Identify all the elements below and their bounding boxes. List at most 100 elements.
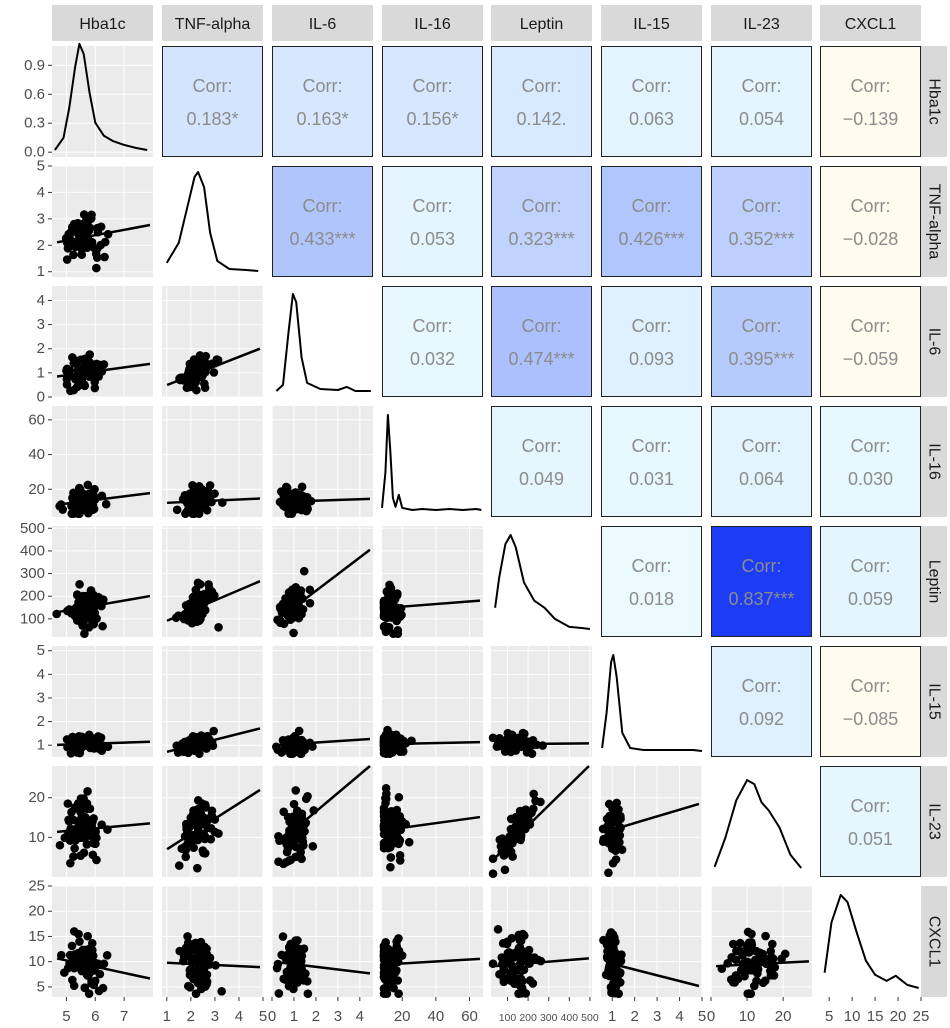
x-tick-label: 5: [698, 1008, 706, 1025]
scatter-point: [391, 829, 401, 839]
scatter-point: [395, 856, 405, 865]
scatter-point: [302, 506, 311, 516]
regression-line: [495, 765, 590, 858]
scatter-point: [519, 965, 529, 975]
correlation-label: Corr:: [522, 436, 562, 456]
panel-background: [52, 886, 153, 997]
density-curve: [494, 534, 591, 630]
scatter-point: [516, 974, 526, 984]
scatter-point: [528, 979, 538, 988]
scatter-point: [194, 580, 203, 589]
x-tick-label: 0: [707, 1008, 715, 1025]
scatter-point: [299, 944, 309, 954]
correlation-cell: [601, 406, 702, 517]
scatter-point: [506, 976, 516, 985]
scatter-point: [274, 831, 283, 841]
regression-line: [605, 802, 700, 833]
row-header-strip: [921, 526, 947, 637]
scatter-point: [82, 591, 92, 601]
regression-line: [56, 957, 151, 980]
scatter-point: [744, 938, 754, 947]
correlation-value: 0.032: [410, 349, 455, 369]
correlation-cell: [272, 166, 373, 277]
correlation-label: Corr:: [742, 556, 782, 576]
correlation-cell: [711, 406, 812, 517]
scatter-point: [200, 383, 210, 393]
regression-line: [166, 961, 261, 969]
correlation-cell: [382, 166, 483, 277]
regression-line: [277, 497, 371, 504]
scatter-point: [75, 580, 84, 589]
y-tick-label: 20: [28, 481, 45, 498]
scatter-point: [387, 730, 396, 740]
scatter-point: [92, 263, 101, 273]
row-header-label: TNF-alpha: [926, 184, 943, 260]
scatter-point: [80, 629, 89, 638]
scatter-point: [728, 978, 738, 987]
scatter-point: [604, 835, 613, 845]
scatter-point: [518, 728, 528, 738]
scatter-point: [180, 490, 190, 500]
scatter-point: [83, 804, 92, 814]
correlation-cell: [491, 166, 592, 277]
row-header-label: CXCL1: [926, 916, 943, 968]
scatter-point: [75, 937, 84, 946]
scatter-point: [308, 742, 317, 751]
scatter-point: [288, 489, 298, 498]
scatter-point: [758, 978, 768, 988]
scatter-point: [499, 851, 509, 860]
scatter-point: [92, 855, 101, 865]
scatter-point: [69, 359, 79, 368]
scatter-point: [200, 848, 210, 858]
correlation-label: Corr:: [632, 556, 672, 576]
scatter-point: [747, 929, 756, 939]
scatter-point: [379, 941, 389, 951]
y-tick-label: 15: [28, 928, 45, 945]
scatter-point: [68, 508, 78, 518]
correlation-cell: [382, 286, 483, 397]
scatter-point: [289, 799, 299, 809]
correlation-label: Corr:: [742, 316, 782, 336]
scatter-point: [183, 981, 193, 991]
scatter-point: [272, 963, 282, 973]
x-tick-label: 40: [428, 1008, 445, 1025]
regression-line: [605, 961, 700, 988]
scatter-point: [608, 858, 618, 868]
scatter-point: [397, 951, 407, 960]
row-header-label: IL-15: [926, 683, 943, 720]
scatter-point: [503, 952, 512, 961]
scatter-point: [297, 749, 306, 758]
scatter-point: [93, 244, 102, 253]
scatter-point: [88, 501, 98, 510]
correlation-value: 0.054: [739, 109, 784, 129]
scatter-point: [76, 489, 85, 499]
column-header-strip: [711, 5, 812, 41]
y-tick-label: 20: [28, 789, 45, 806]
correlation-value: 0.426***: [618, 229, 684, 249]
column-header-label: IL-6: [309, 16, 337, 33]
scatter-point: [508, 852, 517, 861]
scatter-point: [297, 809, 307, 819]
correlation-cell: [820, 526, 921, 637]
scatter-point: [767, 939, 777, 949]
scatter-point: [281, 953, 291, 963]
correlation-cell: [820, 406, 921, 517]
scatter-point: [379, 820, 389, 829]
scatter-point: [298, 833, 307, 842]
panel-background: [162, 886, 263, 997]
column-header-label: Hba1c: [79, 16, 125, 33]
correlation-value: −0.139: [843, 109, 899, 129]
correlation-label: Corr:: [303, 76, 343, 96]
scatter-point: [80, 381, 90, 391]
x-tick-label: 3: [211, 1008, 219, 1025]
x-tick-label: 400: [561, 1012, 579, 1024]
x-tick-label: 2: [187, 1008, 195, 1025]
scatter-point: [101, 499, 111, 509]
scatter-point: [210, 591, 219, 600]
correlation-value: 0.051: [848, 829, 893, 849]
x-tick-label: 300: [540, 1012, 558, 1024]
scatter-point: [90, 383, 100, 393]
y-tick-label: 5: [37, 978, 45, 995]
row-header-strip: [921, 886, 947, 997]
scatter-point: [282, 483, 292, 493]
